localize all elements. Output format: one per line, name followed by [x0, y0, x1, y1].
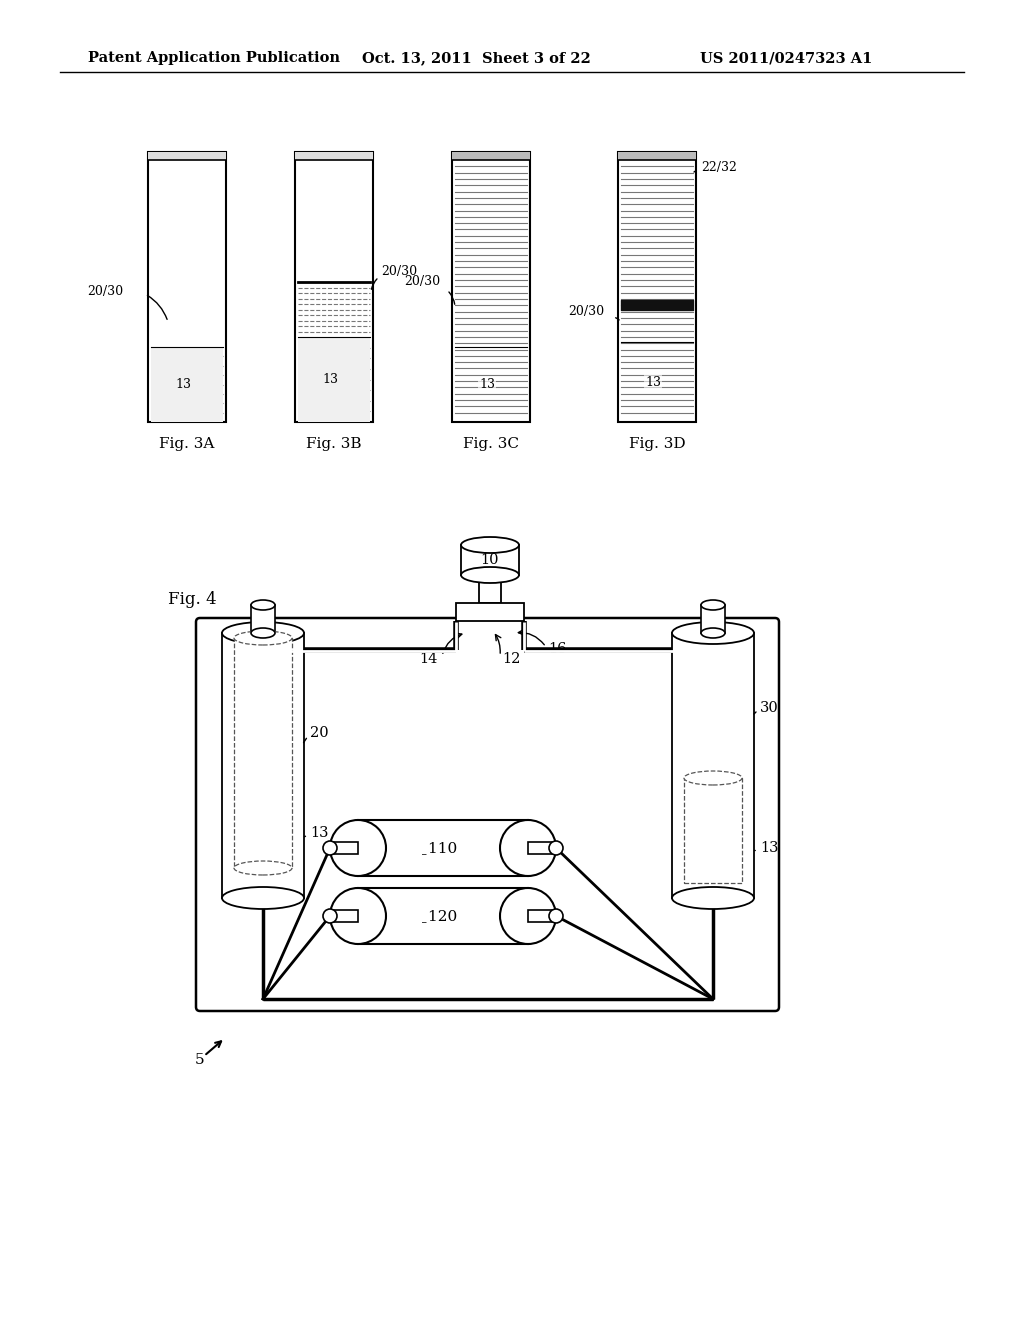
Ellipse shape — [330, 888, 386, 944]
Bar — [295, 152, 373, 422]
Text: 22/32: 22/32 — [701, 161, 737, 173]
Bar — [234, 638, 292, 869]
Ellipse shape — [461, 537, 519, 553]
Bar — [672, 634, 754, 898]
Ellipse shape — [251, 628, 275, 638]
Bar — [684, 777, 742, 883]
Ellipse shape — [234, 631, 292, 645]
Bar — [330, 842, 358, 854]
Text: Oct. 13, 2011  Sheet 3 of 22: Oct. 13, 2011 Sheet 3 of 22 — [362, 51, 591, 65]
Ellipse shape — [222, 622, 304, 644]
Bar — [452, 152, 530, 160]
Ellipse shape — [672, 887, 754, 909]
Text: 13: 13 — [645, 375, 662, 388]
Ellipse shape — [684, 771, 742, 785]
Ellipse shape — [672, 622, 754, 644]
Bar — [251, 605, 275, 634]
Text: 20: 20 — [310, 726, 329, 741]
Bar — [222, 634, 304, 898]
FancyBboxPatch shape — [196, 618, 779, 1011]
Bar — [148, 152, 226, 422]
Text: ̱̱̱120: ̱̱̱120 — [428, 909, 458, 923]
Bar — [148, 152, 226, 160]
Text: 12: 12 — [502, 652, 520, 667]
Text: 5: 5 — [196, 1053, 205, 1067]
Bar — [528, 909, 556, 921]
Text: 20/30: 20/30 — [404, 276, 440, 289]
Text: 20/30: 20/30 — [381, 265, 417, 279]
Text: Fig. 3A: Fig. 3A — [160, 437, 215, 451]
Ellipse shape — [701, 601, 725, 610]
Bar — [295, 152, 373, 160]
Ellipse shape — [323, 909, 337, 923]
Text: Fig. 3B: Fig. 3B — [306, 437, 361, 451]
Text: Patent Application Publication: Patent Application Publication — [88, 51, 340, 65]
Ellipse shape — [234, 861, 292, 875]
Text: ̱̱̱110: ̱̱̱110 — [428, 841, 458, 855]
Bar — [452, 152, 530, 422]
Text: 16: 16 — [548, 642, 566, 656]
Ellipse shape — [549, 909, 563, 923]
Ellipse shape — [222, 887, 304, 909]
Bar — [528, 842, 556, 854]
Ellipse shape — [251, 601, 275, 610]
Text: 20/30: 20/30 — [568, 305, 604, 318]
Ellipse shape — [500, 888, 556, 944]
Text: 13: 13 — [310, 826, 329, 840]
Bar — [456, 603, 524, 620]
Text: 30: 30 — [760, 701, 778, 715]
Text: 20/30: 20/30 — [87, 285, 123, 298]
Bar — [701, 605, 725, 634]
Text: Fig. 3D: Fig. 3D — [629, 437, 685, 451]
Bar — [461, 545, 519, 576]
Text: Fig. 4: Fig. 4 — [168, 591, 217, 609]
Ellipse shape — [500, 820, 556, 876]
Bar — [618, 152, 696, 160]
Ellipse shape — [549, 841, 563, 855]
Bar — [330, 909, 358, 921]
Bar — [618, 152, 696, 422]
Text: 13: 13 — [175, 378, 191, 391]
Ellipse shape — [461, 568, 519, 583]
Ellipse shape — [323, 841, 337, 855]
Ellipse shape — [701, 628, 725, 638]
Bar — [298, 337, 370, 422]
Bar — [358, 820, 528, 876]
Text: 14: 14 — [420, 652, 438, 667]
Text: 13: 13 — [322, 374, 338, 385]
Ellipse shape — [330, 820, 386, 876]
Text: 10: 10 — [480, 553, 500, 568]
Bar — [479, 576, 501, 603]
Text: US 2011/0247323 A1: US 2011/0247323 A1 — [700, 51, 872, 65]
Text: 13: 13 — [760, 841, 778, 855]
Text: 13: 13 — [479, 378, 495, 391]
Bar — [358, 888, 528, 944]
Bar — [151, 347, 223, 422]
Text: Fig. 3C: Fig. 3C — [463, 437, 519, 451]
